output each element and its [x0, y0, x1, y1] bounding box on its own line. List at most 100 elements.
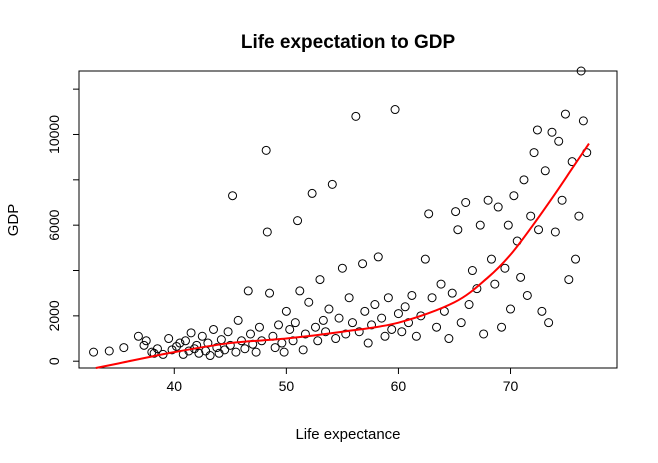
data-point: [310, 322, 320, 332]
data-point: [453, 225, 463, 235]
data-point: [164, 334, 174, 344]
data-point: [383, 293, 393, 303]
data-point: [500, 263, 510, 273]
data-point: [233, 315, 243, 325]
data-point: [331, 334, 341, 344]
data-point: [295, 286, 305, 296]
data-point: [519, 175, 529, 185]
data-point: [578, 116, 588, 126]
data-point: [451, 207, 461, 217]
data-point: [351, 111, 361, 121]
data-point: [324, 304, 334, 314]
data-point: [416, 311, 426, 321]
data-point: [192, 340, 202, 350]
data-point: [141, 336, 151, 346]
data-point: [318, 315, 328, 325]
data-point: [304, 297, 314, 307]
data-point: [522, 290, 532, 300]
data-point: [281, 306, 291, 316]
data-point: [404, 318, 414, 328]
x-tick-label: 40: [166, 378, 182, 394]
data-point: [194, 348, 204, 358]
data-point: [486, 254, 496, 264]
data-point: [89, 347, 99, 357]
data-point: [540, 166, 550, 176]
x-tick-label: 50: [279, 378, 295, 394]
data-point: [180, 336, 190, 346]
data-point: [554, 136, 564, 146]
data-point: [139, 340, 149, 350]
data-point: [337, 263, 347, 273]
data-point: [447, 288, 457, 298]
data-point: [274, 320, 284, 330]
data-point: [506, 304, 516, 314]
y-axis: 0 2000 6000 10000: [46, 88, 79, 365]
data-point: [407, 290, 417, 300]
data-point: [251, 347, 261, 357]
data-point: [119, 343, 129, 353]
y-tick-label: 6000: [46, 209, 62, 240]
data-point: [456, 318, 466, 328]
data-point: [261, 145, 271, 155]
data-point: [243, 286, 253, 296]
data-point: [571, 254, 581, 264]
data-point: [347, 318, 357, 328]
data-point: [205, 351, 215, 361]
data-point: [475, 220, 485, 230]
data-point: [497, 322, 507, 332]
data-point: [321, 327, 331, 337]
data-point: [397, 327, 407, 337]
data-point: [360, 306, 370, 316]
data-point: [367, 320, 377, 330]
data-point: [564, 275, 574, 285]
data-point: [240, 344, 250, 354]
data-point: [390, 105, 400, 115]
data-point: [358, 259, 368, 269]
data-point: [290, 318, 300, 328]
data-point: [354, 327, 364, 337]
data-point: [245, 329, 255, 339]
data-point: [300, 329, 310, 339]
data-point: [436, 279, 446, 289]
data-point: [490, 279, 500, 289]
trend-curve: [95, 142, 590, 369]
data-point: [270, 343, 280, 353]
data-point: [327, 179, 337, 189]
data-point: [529, 148, 539, 158]
data-point: [216, 335, 226, 345]
x-axis-label: Life expectance: [295, 426, 400, 443]
data-point: [411, 331, 421, 341]
x-tick-label: 70: [503, 378, 519, 394]
data-point: [201, 346, 211, 356]
data-point: [560, 109, 570, 119]
data-point: [133, 331, 143, 341]
data-point: [424, 209, 434, 219]
data-point: [547, 127, 557, 137]
data-point: [344, 293, 354, 303]
data-point: [503, 220, 513, 230]
data-point: [400, 302, 410, 312]
data-point: [298, 345, 308, 355]
data-point: [370, 300, 380, 310]
data-point: [262, 227, 272, 237]
data-point: [373, 252, 383, 262]
data-point: [380, 331, 390, 341]
data-point: [574, 211, 584, 221]
data-point: [209, 324, 218, 334]
y-tick-label: 10000: [46, 115, 62, 154]
data-point: [550, 227, 560, 237]
data-point: [493, 202, 503, 212]
data-point: [197, 331, 207, 341]
data-point: [277, 338, 287, 348]
plot-frame: [78, 70, 618, 369]
data-point: [104, 346, 114, 356]
data-point: [293, 216, 303, 226]
data-point: [363, 338, 373, 348]
data-point: [220, 345, 230, 355]
data-point: [167, 345, 177, 355]
data-point: [461, 197, 471, 207]
data-point: [516, 272, 526, 282]
x-tick-label: 60: [391, 378, 407, 394]
data-point: [479, 329, 489, 339]
